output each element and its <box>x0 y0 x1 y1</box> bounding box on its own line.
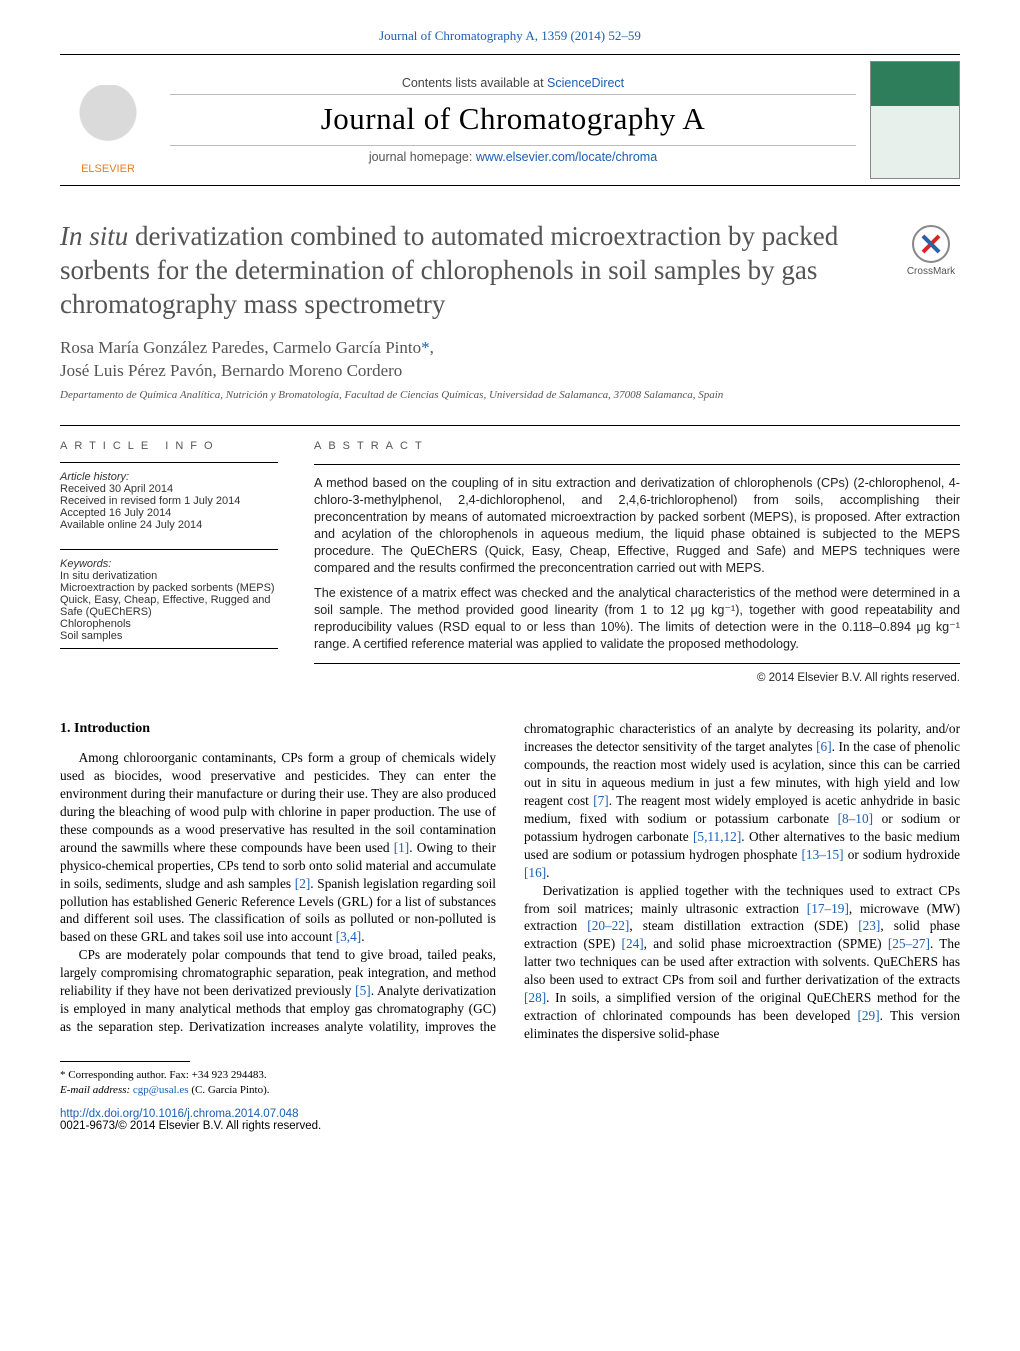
corresponding-note: * Corresponding author. Fax: +34 923 294… <box>60 1068 960 1083</box>
title-italic-lead: In situ <box>60 221 128 251</box>
history-head: Article history: <box>60 471 278 483</box>
email-link[interactable]: cgp@usal.es <box>133 1084 189 1096</box>
keyword: Chlorophenols <box>60 618 278 630</box>
crossmark-icon <box>911 224 951 264</box>
keywords-head: Keywords: <box>60 558 278 570</box>
corresponding-mark[interactable]: * <box>421 338 430 357</box>
crossmark-badge[interactable]: CrossMark <box>902 224 960 277</box>
ref-link[interactable]: [5,11,12] <box>693 829 741 844</box>
keywords-block: Keywords: In situ derivatization Microex… <box>60 549 278 649</box>
keyword: In situ derivatization <box>60 570 278 582</box>
keyword: Quick, Easy, Cheap, Effective, Rugged an… <box>60 594 278 618</box>
ref-link[interactable]: [25–27] <box>888 936 930 951</box>
section-1-heading: 1. Introduction <box>60 720 496 739</box>
body-columns: 1. Introduction Among chloroorganic cont… <box>60 720 960 1043</box>
abstract-copyright: © 2014 Elsevier B.V. All rights reserved… <box>314 672 960 684</box>
email-tail: (C. García Pinto). <box>189 1084 270 1096</box>
keyword: Microextraction by packed sorbents (MEPS… <box>60 582 278 594</box>
publisher-name: ELSEVIER <box>81 163 135 175</box>
author-list: Rosa María González Paredes, Carmelo Gar… <box>60 337 960 383</box>
history-line: Accepted 16 July 2014 <box>60 507 278 519</box>
footnotes: * Corresponding author. Fax: +34 923 294… <box>60 1068 960 1098</box>
affiliation: Departamento de Química Analítica, Nutri… <box>60 389 960 401</box>
title-rest: derivatization combined to automated mic… <box>60 221 838 319</box>
ref-link[interactable]: [13–15] <box>802 847 844 862</box>
email-line: E-mail address: cgp@usal.es (C. García P… <box>60 1083 960 1098</box>
contents-line: Contents lists available at ScienceDirec… <box>170 76 856 95</box>
email-label: E-mail address: <box>60 1084 133 1096</box>
ref-link[interactable]: [8–10] <box>838 811 873 826</box>
body-p1: Among chloroorganic contaminants, CPs fo… <box>60 749 496 946</box>
homepage-line: journal homepage: www.elsevier.com/locat… <box>170 145 856 164</box>
history-block: Article history: Received 30 April 2014 … <box>60 462 278 531</box>
ref-link[interactable]: [17–19] <box>807 901 849 916</box>
footnote-sep <box>60 1061 190 1062</box>
ref-link[interactable]: [2] <box>295 876 311 891</box>
publisher-logo: ELSEVIER <box>60 65 156 175</box>
article-info: article info Article history: Received 3… <box>60 426 296 684</box>
ref-link[interactable]: [1] <box>394 840 410 855</box>
ref-link[interactable]: [6] <box>816 739 832 754</box>
ref-link[interactable]: [28] <box>524 990 546 1005</box>
info-abstract-row: article info Article history: Received 3… <box>60 425 960 684</box>
history-line: Received in revised form 1 July 2014 <box>60 495 278 507</box>
abstract: abstract A method based on the coupling … <box>296 426 960 684</box>
ref-link[interactable]: [7] <box>593 793 609 808</box>
author-3: José Luis Pérez Pavón <box>60 361 213 380</box>
ref-link[interactable]: [23] <box>858 918 880 933</box>
history-line: Available online 24 July 2014 <box>60 519 278 531</box>
top-citation: Journal of Chromatography A, 1359 (2014)… <box>60 28 960 44</box>
history-line: Received 30 April 2014 <box>60 483 278 495</box>
author-2: Carmelo García Pinto <box>273 338 421 357</box>
abstract-p1: A method based on the coupling of in sit… <box>314 475 960 577</box>
homepage-url[interactable]: www.elsevier.com/locate/chroma <box>476 150 657 164</box>
crossmark-label: CrossMark <box>907 266 955 277</box>
doi-link[interactable]: http://dx.doi.org/10.1016/j.chroma.2014.… <box>60 1108 298 1120</box>
elsevier-tree-icon <box>72 85 144 163</box>
journal-cover-thumb <box>870 61 960 179</box>
ref-link[interactable]: [29] <box>857 1008 879 1023</box>
issn-line: 0021-9673/© 2014 Elsevier B.V. All right… <box>60 1120 321 1132</box>
sciencedirect-link[interactable]: ScienceDirect <box>547 76 624 90</box>
title-row: In situ derivatization combined to autom… <box>60 220 960 321</box>
contents-pre: Contents lists available at <box>402 76 547 90</box>
homepage-pre: journal homepage: <box>369 150 476 164</box>
abstract-p2: The existence of a matrix effect was che… <box>314 585 960 653</box>
ref-link[interactable]: [3,4] <box>336 929 361 944</box>
body-p3: Derivatization is applied together with … <box>524 882 960 1043</box>
keyword: Soil samples <box>60 630 278 642</box>
doi-block: http://dx.doi.org/10.1016/j.chroma.2014.… <box>60 1108 960 1132</box>
ref-link[interactable]: [5] <box>355 983 371 998</box>
journal-name: Journal of Chromatography A <box>170 101 856 137</box>
ref-link[interactable]: [24] <box>622 936 644 951</box>
article-info-heading: article info <box>60 440 278 452</box>
abstract-heading: abstract <box>314 440 960 452</box>
ref-link[interactable]: [16] <box>524 865 546 880</box>
author-4: Bernardo Moreno Cordero <box>221 361 402 380</box>
ref-link[interactable]: [20–22] <box>587 918 629 933</box>
paper-title: In situ derivatization combined to autom… <box>60 220 882 321</box>
masthead-center: Contents lists available at ScienceDirec… <box>170 76 856 164</box>
masthead: ELSEVIER Contents lists available at Sci… <box>60 54 960 186</box>
author-1: Rosa María González Paredes <box>60 338 264 357</box>
abstract-body: A method based on the coupling of in sit… <box>314 464 960 664</box>
